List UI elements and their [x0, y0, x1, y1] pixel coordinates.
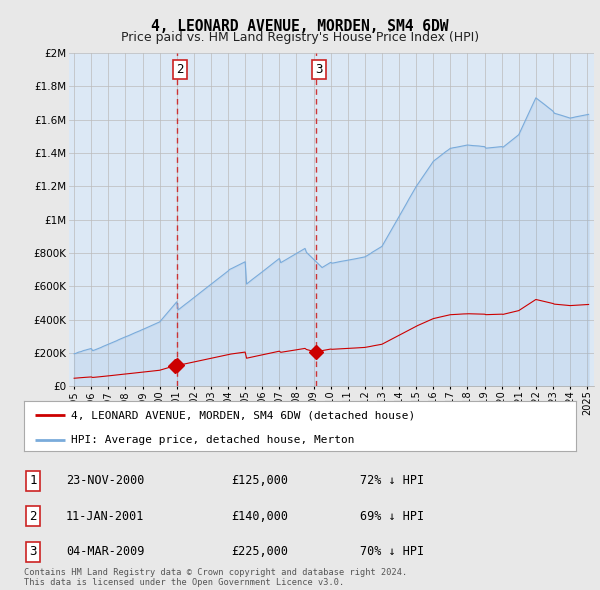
Text: 11-JAN-2001: 11-JAN-2001: [66, 510, 145, 523]
Text: This data is licensed under the Open Government Licence v3.0.: This data is licensed under the Open Gov…: [24, 578, 344, 587]
Text: 1: 1: [29, 474, 37, 487]
Text: Contains HM Land Registry data © Crown copyright and database right 2024.: Contains HM Land Registry data © Crown c…: [24, 568, 407, 577]
Text: 3: 3: [315, 63, 323, 76]
Text: Price paid vs. HM Land Registry's House Price Index (HPI): Price paid vs. HM Land Registry's House …: [121, 31, 479, 44]
Text: 70% ↓ HPI: 70% ↓ HPI: [360, 545, 424, 558]
Text: £125,000: £125,000: [231, 474, 288, 487]
Text: 2: 2: [176, 63, 184, 76]
Text: 2: 2: [29, 510, 37, 523]
Text: 3: 3: [29, 545, 37, 558]
Text: 69% ↓ HPI: 69% ↓ HPI: [360, 510, 424, 523]
Text: 4, LEONARD AVENUE, MORDEN, SM4 6DW (detached house): 4, LEONARD AVENUE, MORDEN, SM4 6DW (deta…: [71, 410, 415, 420]
Text: 4, LEONARD AVENUE, MORDEN, SM4 6DW: 4, LEONARD AVENUE, MORDEN, SM4 6DW: [151, 19, 449, 34]
Text: 72% ↓ HPI: 72% ↓ HPI: [360, 474, 424, 487]
Text: £225,000: £225,000: [231, 545, 288, 558]
Text: 23-NOV-2000: 23-NOV-2000: [66, 474, 145, 487]
Text: 04-MAR-2009: 04-MAR-2009: [66, 545, 145, 558]
Text: £140,000: £140,000: [231, 510, 288, 523]
Text: HPI: Average price, detached house, Merton: HPI: Average price, detached house, Mert…: [71, 435, 355, 445]
